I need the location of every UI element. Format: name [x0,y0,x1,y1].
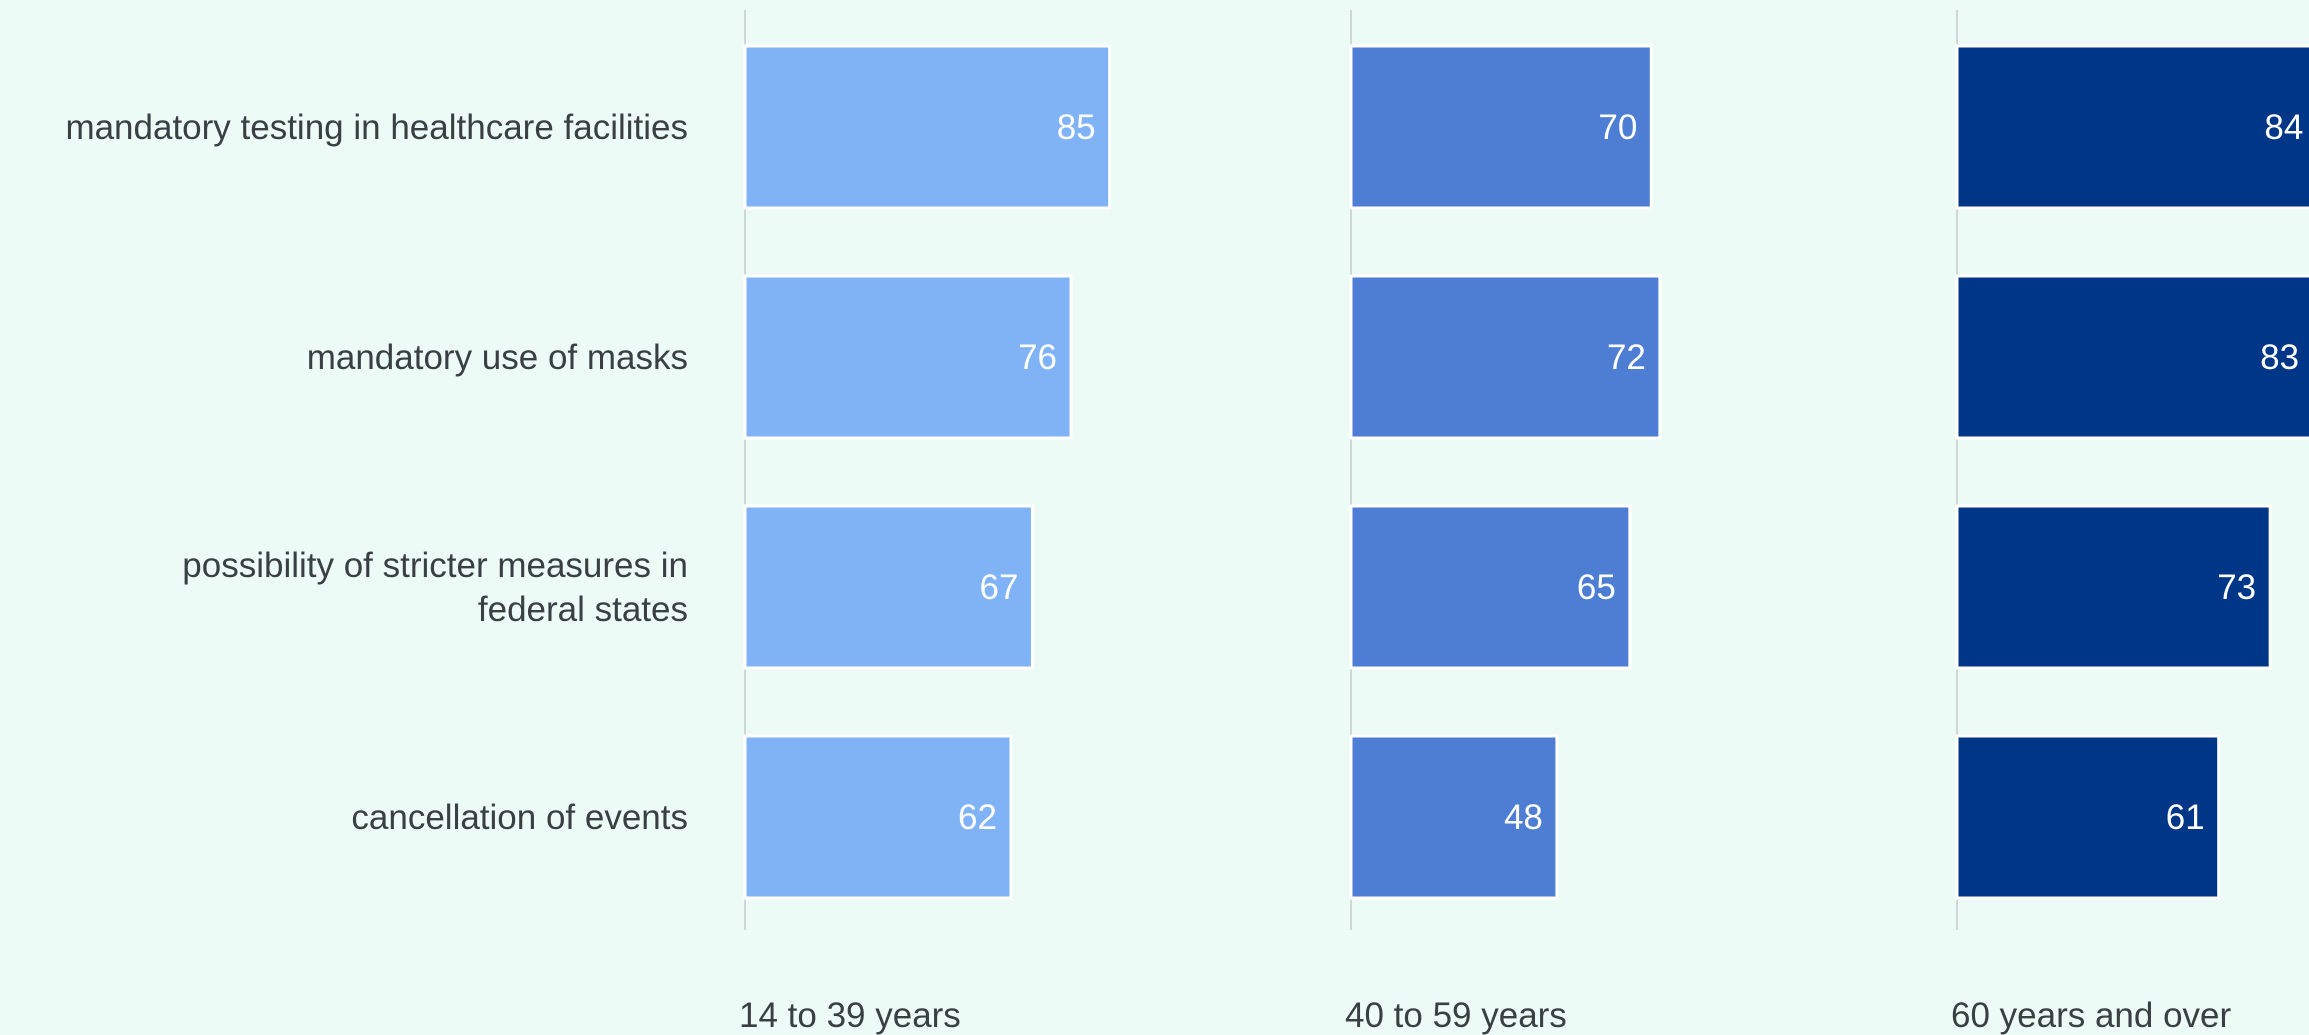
value-label: 76 [1018,338,1057,377]
bar [743,504,1034,670]
category-label-line: mandatory use of masks [307,338,688,377]
bar [1955,274,2309,440]
value-label: 70 [1598,108,1637,147]
value-label: 83 [2260,338,2299,377]
value-label: 62 [958,798,997,837]
bar [1955,44,2309,210]
panel-1: 85 76 67 62 14 to 39 years [739,10,1112,1035]
category-label-line: federal states [478,590,688,629]
value-label: 48 [1504,798,1543,837]
bar [1349,734,1559,900]
category-label: possibility of stricter measures in feder… [182,546,688,629]
category-label: mandatory testing in healthcare faciliti… [65,108,688,147]
category-label-line: possibility of stricter measures in [182,546,688,585]
bar [1955,734,2221,900]
group-label: 40 to 59 years [1345,996,1567,1035]
value-label: 67 [979,568,1018,607]
value-label: 85 [1057,108,1096,147]
bar [1349,504,1632,670]
bar [743,734,1013,900]
value-label: 65 [1577,568,1616,607]
bar [743,274,1073,440]
group-label: 60 years and over [1951,996,2232,1035]
bar [1349,274,1662,440]
panel-3: 84 83 73 61 60 years and over [1951,10,2309,1035]
panel-2: 70 72 65 48 40 to 59 years [1345,10,1662,1035]
chart-panels: 85 76 67 62 14 to 39 years 70 72 65 48 40 to 59 y… [739,10,2309,1035]
value-label: 73 [2217,568,2256,607]
category-label-line: cancellation of events [351,798,688,837]
category-label: mandatory use of masks [307,338,688,377]
category-label-line: mandatory testing in healthcare faciliti… [65,108,688,147]
value-label: 72 [1607,338,1646,377]
bar [743,44,1112,210]
bar [1349,44,1653,210]
group-label: 14 to 39 years [739,996,961,1035]
category-labels: mandatory testing in healthcare faciliti… [65,108,688,837]
value-label: 84 [2264,108,2303,147]
bar [1955,504,2272,670]
value-label: 61 [2166,798,2205,837]
category-label: cancellation of events [351,798,688,837]
